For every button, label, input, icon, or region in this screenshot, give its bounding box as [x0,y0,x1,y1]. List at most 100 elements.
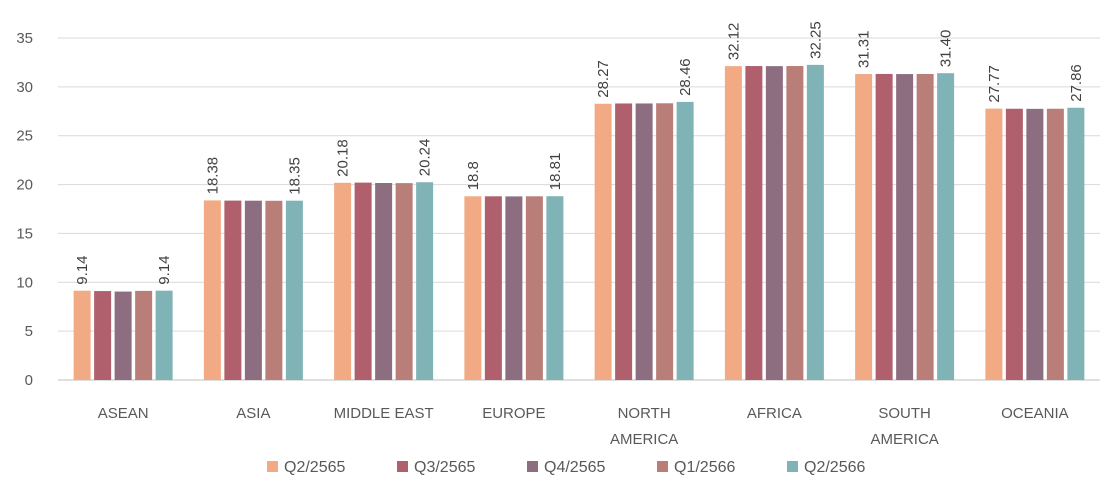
bar [114,291,132,380]
category-label: EUROPE [482,405,545,422]
bar [806,64,824,380]
bar [334,182,352,380]
data-label: 31.40 [938,30,955,68]
legend: Q2/2565 Q3/2565 Q4/2565 Q1/2566 Q2/2566 [267,459,865,476]
category-label: MIDDLE EAST [334,405,434,422]
bar [724,66,742,380]
data-label: 27.77 [986,65,1003,103]
bar [1005,108,1023,380]
data-label: 31.31 [856,31,873,69]
data-label: 18.8 [465,161,482,190]
bar [916,73,934,380]
legend-swatch [657,461,668,472]
legend-label: Q3/2565 [414,459,475,476]
bar [505,196,523,380]
legend-label: Q2/2566 [804,459,865,476]
data-label: 9.14 [156,255,173,284]
category-label-line: MIDDLE EAST [334,405,434,422]
bar [635,103,653,381]
bar [525,196,543,380]
bar [224,200,242,380]
legend-item: Q1/2566 [657,459,735,476]
y-tick-label: 35 [16,30,33,47]
data-label: 20.18 [335,139,352,177]
x-axis: ASEAN ASIA MIDDLE EAST EUROPE NORTH AMERICA AF… [98,405,1069,448]
bar [615,103,633,381]
legend-item: Q2/2566 [787,459,865,476]
category-label: ASIA [236,405,270,422]
bar [203,200,221,380]
bar [94,291,112,380]
legend-swatch [527,461,538,472]
legend-swatch [787,461,798,472]
category-label: AFRICA [747,405,802,422]
data-label: 28.27 [595,60,612,98]
category-label: SOUTH AMERICA [870,405,938,448]
legend-item: Q4/2565 [527,459,605,476]
y-tick-label: 5 [25,323,33,340]
category-label-line: SOUTH [878,405,931,422]
category-label-line: NORTH [618,405,671,422]
bar [765,66,783,380]
y-tick-label: 20 [16,177,33,194]
y-tick-label: 25 [16,128,33,145]
category-label-line: ASEAN [98,405,149,422]
bar [594,103,612,380]
data-label: 28.46 [677,58,694,96]
category-label: ASEAN [98,405,149,422]
bar [244,200,262,380]
bar [484,196,502,380]
y-axis: 0 5 10 15 20 25 30 35 [16,30,33,389]
category-label-line: AFRICA [747,405,802,422]
bar [265,200,283,380]
bar [416,182,434,380]
bar [395,183,413,380]
y-tick-label: 15 [16,225,33,242]
bar [375,183,393,380]
bar [855,74,873,380]
bars [73,64,1085,381]
legend-label: Q1/2566 [674,459,735,476]
legend-label: Q2/2565 [284,459,345,476]
data-label: 18.38 [204,157,221,195]
category-label: OCEANIA [1001,405,1069,422]
data-label: 18.35 [286,157,303,195]
legend-swatch [267,461,278,472]
data-label: 32.25 [807,21,824,59]
bar [937,73,955,381]
category-label-line: ASIA [236,405,270,422]
y-tick-label: 10 [16,274,33,291]
bar [155,290,173,380]
data-label: 9.14 [74,255,91,284]
bar [546,196,564,380]
y-tick-label: 0 [25,372,33,389]
bar [656,103,674,381]
bar [1046,108,1064,380]
bar [464,196,482,380]
bar [676,101,694,380]
bar [73,290,91,380]
bar [285,200,303,380]
bar [745,66,763,380]
bar [786,66,804,380]
bar [354,182,372,380]
legend-label: Q4/2565 [544,459,605,476]
category-label-line: OCEANIA [1001,405,1069,422]
legend-swatch [397,461,408,472]
category-label: NORTH AMERICA [610,405,678,448]
data-label: 20.24 [417,139,434,177]
bar [1026,108,1044,380]
bar [1067,107,1085,380]
bar [875,73,893,380]
category-label-line: AMERICA [610,431,678,448]
data-labels: 9.14 9.14 18.38 18.35 20.18 20.24 18.8 18.81 28.… [74,21,1085,284]
bar [985,108,1003,380]
data-label: 32.12 [725,23,742,61]
data-label: 27.86 [1068,64,1085,102]
y-tick-label: 30 [16,79,33,96]
legend-item: Q3/2565 [397,459,475,476]
category-label-line: AMERICA [870,431,938,448]
data-label: 18.81 [547,153,564,191]
